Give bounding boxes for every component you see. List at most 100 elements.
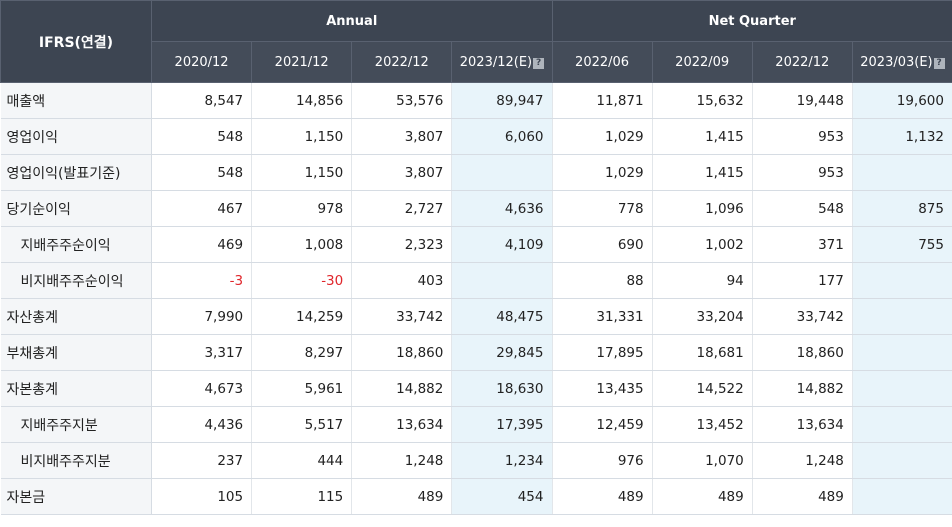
table-row: 부채총계 3,317 8,297 18,860 29,845 17,895 18,681 18…: [0, 334, 952, 371]
table-cell: 177: [752, 262, 853, 299]
col-header: 2022/06: [551, 41, 653, 83]
table-cell: [852, 478, 952, 515]
table-cell: 13,435: [552, 370, 653, 407]
table-cell: 19,448: [752, 82, 853, 119]
table-cell: 14,882: [752, 370, 853, 407]
table-cell: 2,323: [351, 226, 453, 263]
table-cell: 1,070: [652, 442, 753, 479]
table-cell: 11,871: [552, 82, 653, 119]
table-cell: 53,576: [351, 82, 453, 119]
table-cell: 105: [151, 478, 253, 515]
table-cell: 1,096: [652, 190, 753, 227]
table-cell: 14,882: [351, 370, 453, 407]
table-cell: 17,395: [451, 406, 553, 443]
table-cell: 89,947: [451, 82, 553, 119]
col-header: 2022/09: [651, 41, 753, 83]
table-cell: 31,331: [552, 298, 653, 335]
table-cell: [852, 262, 952, 299]
table-row: 자본총계 4,673 5,961 14,882 18,630 13,435 14,522 14…: [0, 370, 952, 407]
table-cell: [451, 262, 553, 299]
table-cell: 13,634: [351, 406, 453, 443]
help-square-icon[interactable]: ?: [933, 57, 945, 69]
table-cell: [852, 442, 952, 479]
table-cell: 88: [552, 262, 653, 299]
table-row: 비지배주주지분 237 444 1,248 1,234 976 1,070 1,248: [0, 442, 952, 479]
row-label: 매출액: [0, 82, 152, 119]
table-cell: 14,856: [251, 82, 353, 119]
table-cell: 1,002: [652, 226, 753, 263]
table-cell: 8,547: [151, 82, 253, 119]
table-cell: 1,248: [752, 442, 853, 479]
col-header: 2020/12: [150, 41, 253, 83]
table-cell: -30: [251, 262, 353, 299]
table-cell: 467: [151, 190, 253, 227]
table-cell: 403: [351, 262, 453, 299]
table-cell: [451, 154, 553, 191]
table-cell: [852, 298, 952, 335]
table-cell: 3,317: [151, 334, 253, 371]
table-cell: 875: [852, 190, 952, 227]
table-cell: 1,008: [251, 226, 353, 263]
table-cell: 1,029: [552, 118, 653, 155]
row-label: 자산총계: [0, 298, 152, 335]
row-label: 지배주주지분: [0, 406, 152, 443]
table-cell: 14,522: [652, 370, 753, 407]
table-row: 영업이익 548 1,150 3,807 6,060 1,029 1,415 953 1,132: [0, 118, 952, 155]
table-cell: 6,060: [451, 118, 553, 155]
table-cell: 953: [752, 154, 853, 191]
table-cell: 15,632: [652, 82, 753, 119]
row-label: 자본총계: [0, 370, 152, 407]
table-cell: 953: [752, 118, 853, 155]
table-cell: 371: [752, 226, 853, 263]
row-label: 영업이익: [0, 118, 152, 155]
row-label: 당기순이익: [0, 190, 152, 227]
table-cell: 17,895: [552, 334, 653, 371]
table-cell: 976: [552, 442, 653, 479]
table-cell: 454: [451, 478, 553, 515]
table-cell: -3: [151, 262, 253, 299]
row-label: 지배주주순이익: [0, 226, 152, 263]
table-cell: 13,452: [652, 406, 753, 443]
col-header: 2022/12: [751, 41, 853, 83]
table-row: 비지배주주순이익 -3 -30 403 88 94 177: [0, 262, 952, 299]
table-cell: 1,415: [652, 154, 753, 191]
table-cell: 19,600: [852, 82, 952, 119]
table-cell: 4,673: [151, 370, 253, 407]
table-cell: 12,459: [552, 406, 653, 443]
table-cell: 14,259: [251, 298, 353, 335]
table-cell: 8,297: [251, 334, 353, 371]
table-cell: 4,109: [451, 226, 553, 263]
table-row: 지배주주순이익 469 1,008 2,323 4,109 690 1,002 371 755: [0, 226, 952, 263]
table-cell: 548: [151, 154, 253, 191]
table-cell: 5,961: [251, 370, 353, 407]
table-cell: 690: [552, 226, 653, 263]
table-row: 자산총계 7,990 14,259 33,742 48,475 31,331 33,204 3…: [0, 298, 952, 335]
table-cell: 444: [251, 442, 353, 479]
table-cell: 1,029: [552, 154, 653, 191]
table-cell: 489: [552, 478, 653, 515]
table-cell: 1,248: [351, 442, 453, 479]
table-cell: 18,860: [351, 334, 453, 371]
help-square-icon[interactable]: ?: [533, 57, 545, 69]
table-cell: [852, 370, 952, 407]
table-cell: 489: [652, 478, 753, 515]
table-cell: 33,204: [652, 298, 753, 335]
table-cell: 4,436: [151, 406, 253, 443]
table-cell: 94: [652, 262, 753, 299]
table-cell: [852, 406, 952, 443]
table-cell: 29,845: [451, 334, 553, 371]
table-row: 당기순이익 467 978 2,727 4,636 778 1,096 548 875: [0, 190, 952, 227]
table-row: 매출액 8,547 14,856 53,576 89,947 11,871 15,632 19…: [0, 82, 952, 119]
table-cell: 1,150: [251, 118, 353, 155]
annual-header: Annual: [151, 0, 553, 42]
table-row: 영업이익(발표기준) 548 1,150 3,807 1,029 1,415 953: [0, 154, 952, 191]
col-header: 2021/12: [251, 41, 353, 83]
table-cell: 1,234: [451, 442, 553, 479]
table-cell: 2,727: [351, 190, 453, 227]
table-cell: 18,630: [451, 370, 553, 407]
table-cell: 7,990: [151, 298, 253, 335]
table-row: 자본금 105 115 489 454 489 489 489: [0, 478, 952, 515]
net-quarter-header: Net Quarter: [551, 0, 952, 42]
row-label: 비지배주주지분: [0, 442, 152, 479]
col-header: 2023/12(E)?: [451, 41, 553, 83]
